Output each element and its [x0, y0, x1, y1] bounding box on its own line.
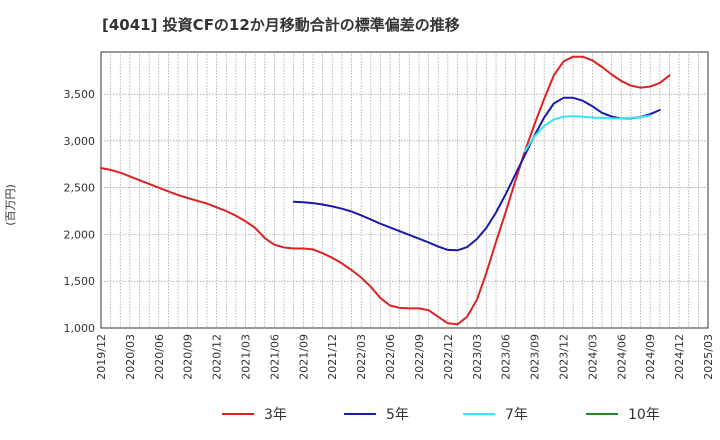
x-tick-label: 2024/12	[673, 334, 686, 380]
legend-label-10年: 10年	[628, 407, 660, 423]
x-tick-label: 2021/03	[240, 334, 253, 380]
plot-frame	[100, 51, 709, 329]
x-tick-label: 2023/09	[529, 334, 542, 380]
x-tick-label: 2025/03	[702, 334, 715, 380]
legend-label-3年: 3年	[264, 407, 287, 423]
x-tick-label: 2024/03	[586, 334, 599, 380]
x-tick-label: 2023/03	[471, 334, 484, 380]
x-tick-label: 2022/03	[355, 334, 368, 380]
x-tick-label: 2020/09	[182, 334, 195, 380]
plot-area: 1,000 1,500 2,000 2,500 3,000 3,500 2019/12 202…	[64, 51, 715, 380]
series-line-3年	[100, 55, 671, 326]
x-tick-label: 2022/12	[442, 334, 455, 380]
x-tick-label: 2021/12	[326, 334, 339, 380]
x-tick-label: 2020/06	[153, 334, 166, 380]
legend-label-5年: 5年	[386, 407, 409, 423]
chart-title: [4041] 投資CFの12か月移動合計の標準偏差の推移	[102, 16, 460, 34]
x-tick-label: 2020/03	[124, 334, 137, 380]
x-tick-label: 2023/06	[500, 334, 513, 380]
y-tick-label: 3,000	[64, 135, 96, 148]
y-tick-label: 2,000	[64, 228, 96, 241]
y-axis-label: (百万円)	[4, 184, 17, 226]
x-tick-label: 2023/12	[557, 334, 570, 380]
x-tick-label: 2021/09	[297, 334, 310, 380]
series-line-7年	[523, 114, 652, 153]
x-tick-label: 2020/12	[211, 334, 224, 380]
legend: 3年 5年 7年 10年	[222, 407, 660, 423]
y-tick-label: 3,500	[64, 88, 96, 101]
x-tick-label: 2024/06	[615, 334, 628, 380]
y-tick-label: 2,500	[64, 182, 96, 195]
x-tick-label: 2021/06	[268, 334, 281, 380]
x-tick-label: 2019/12	[95, 334, 108, 380]
series-line-5年	[292, 96, 661, 252]
y-tick-label: 1,500	[64, 275, 96, 288]
x-tick-label: 2022/09	[413, 334, 426, 380]
legend-label-7年: 7年	[505, 407, 528, 423]
y-tick-label: 1,000	[64, 322, 96, 335]
x-tick-label: 2022/06	[384, 334, 397, 380]
x-tick-label: 2024/09	[644, 334, 657, 380]
